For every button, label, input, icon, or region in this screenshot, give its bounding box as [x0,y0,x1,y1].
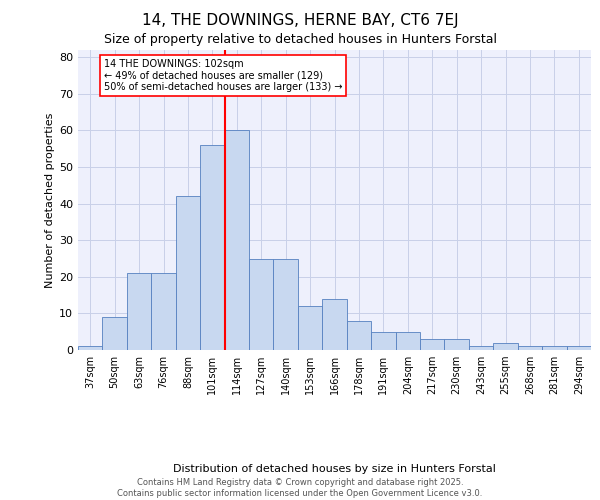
Bar [322,299,347,350]
Bar [249,258,274,350]
Bar [200,145,224,350]
Bar [224,130,249,350]
Bar [127,273,151,350]
Bar [493,342,518,350]
Text: Contains HM Land Registry data © Crown copyright and database right 2025.
Contai: Contains HM Land Registry data © Crown c… [118,478,482,498]
Bar [566,346,591,350]
Bar [103,317,127,350]
Bar [176,196,200,350]
Bar [542,346,566,350]
Bar [445,339,469,350]
Bar [518,346,542,350]
Bar [151,273,176,350]
Text: 14, THE DOWNINGS, HERNE BAY, CT6 7EJ: 14, THE DOWNINGS, HERNE BAY, CT6 7EJ [142,12,458,28]
Bar [274,258,298,350]
Bar [347,320,371,350]
X-axis label: Distribution of detached houses by size in Hunters Forstal: Distribution of detached houses by size … [173,464,496,474]
Bar [298,306,322,350]
Bar [420,339,445,350]
Text: Size of property relative to detached houses in Hunters Forstal: Size of property relative to detached ho… [104,32,497,46]
Text: 14 THE DOWNINGS: 102sqm
← 49% of detached houses are smaller (129)
50% of semi-d: 14 THE DOWNINGS: 102sqm ← 49% of detache… [104,59,342,92]
Y-axis label: Number of detached properties: Number of detached properties [45,112,55,288]
Bar [469,346,493,350]
Bar [78,346,103,350]
Bar [395,332,420,350]
Bar [371,332,395,350]
